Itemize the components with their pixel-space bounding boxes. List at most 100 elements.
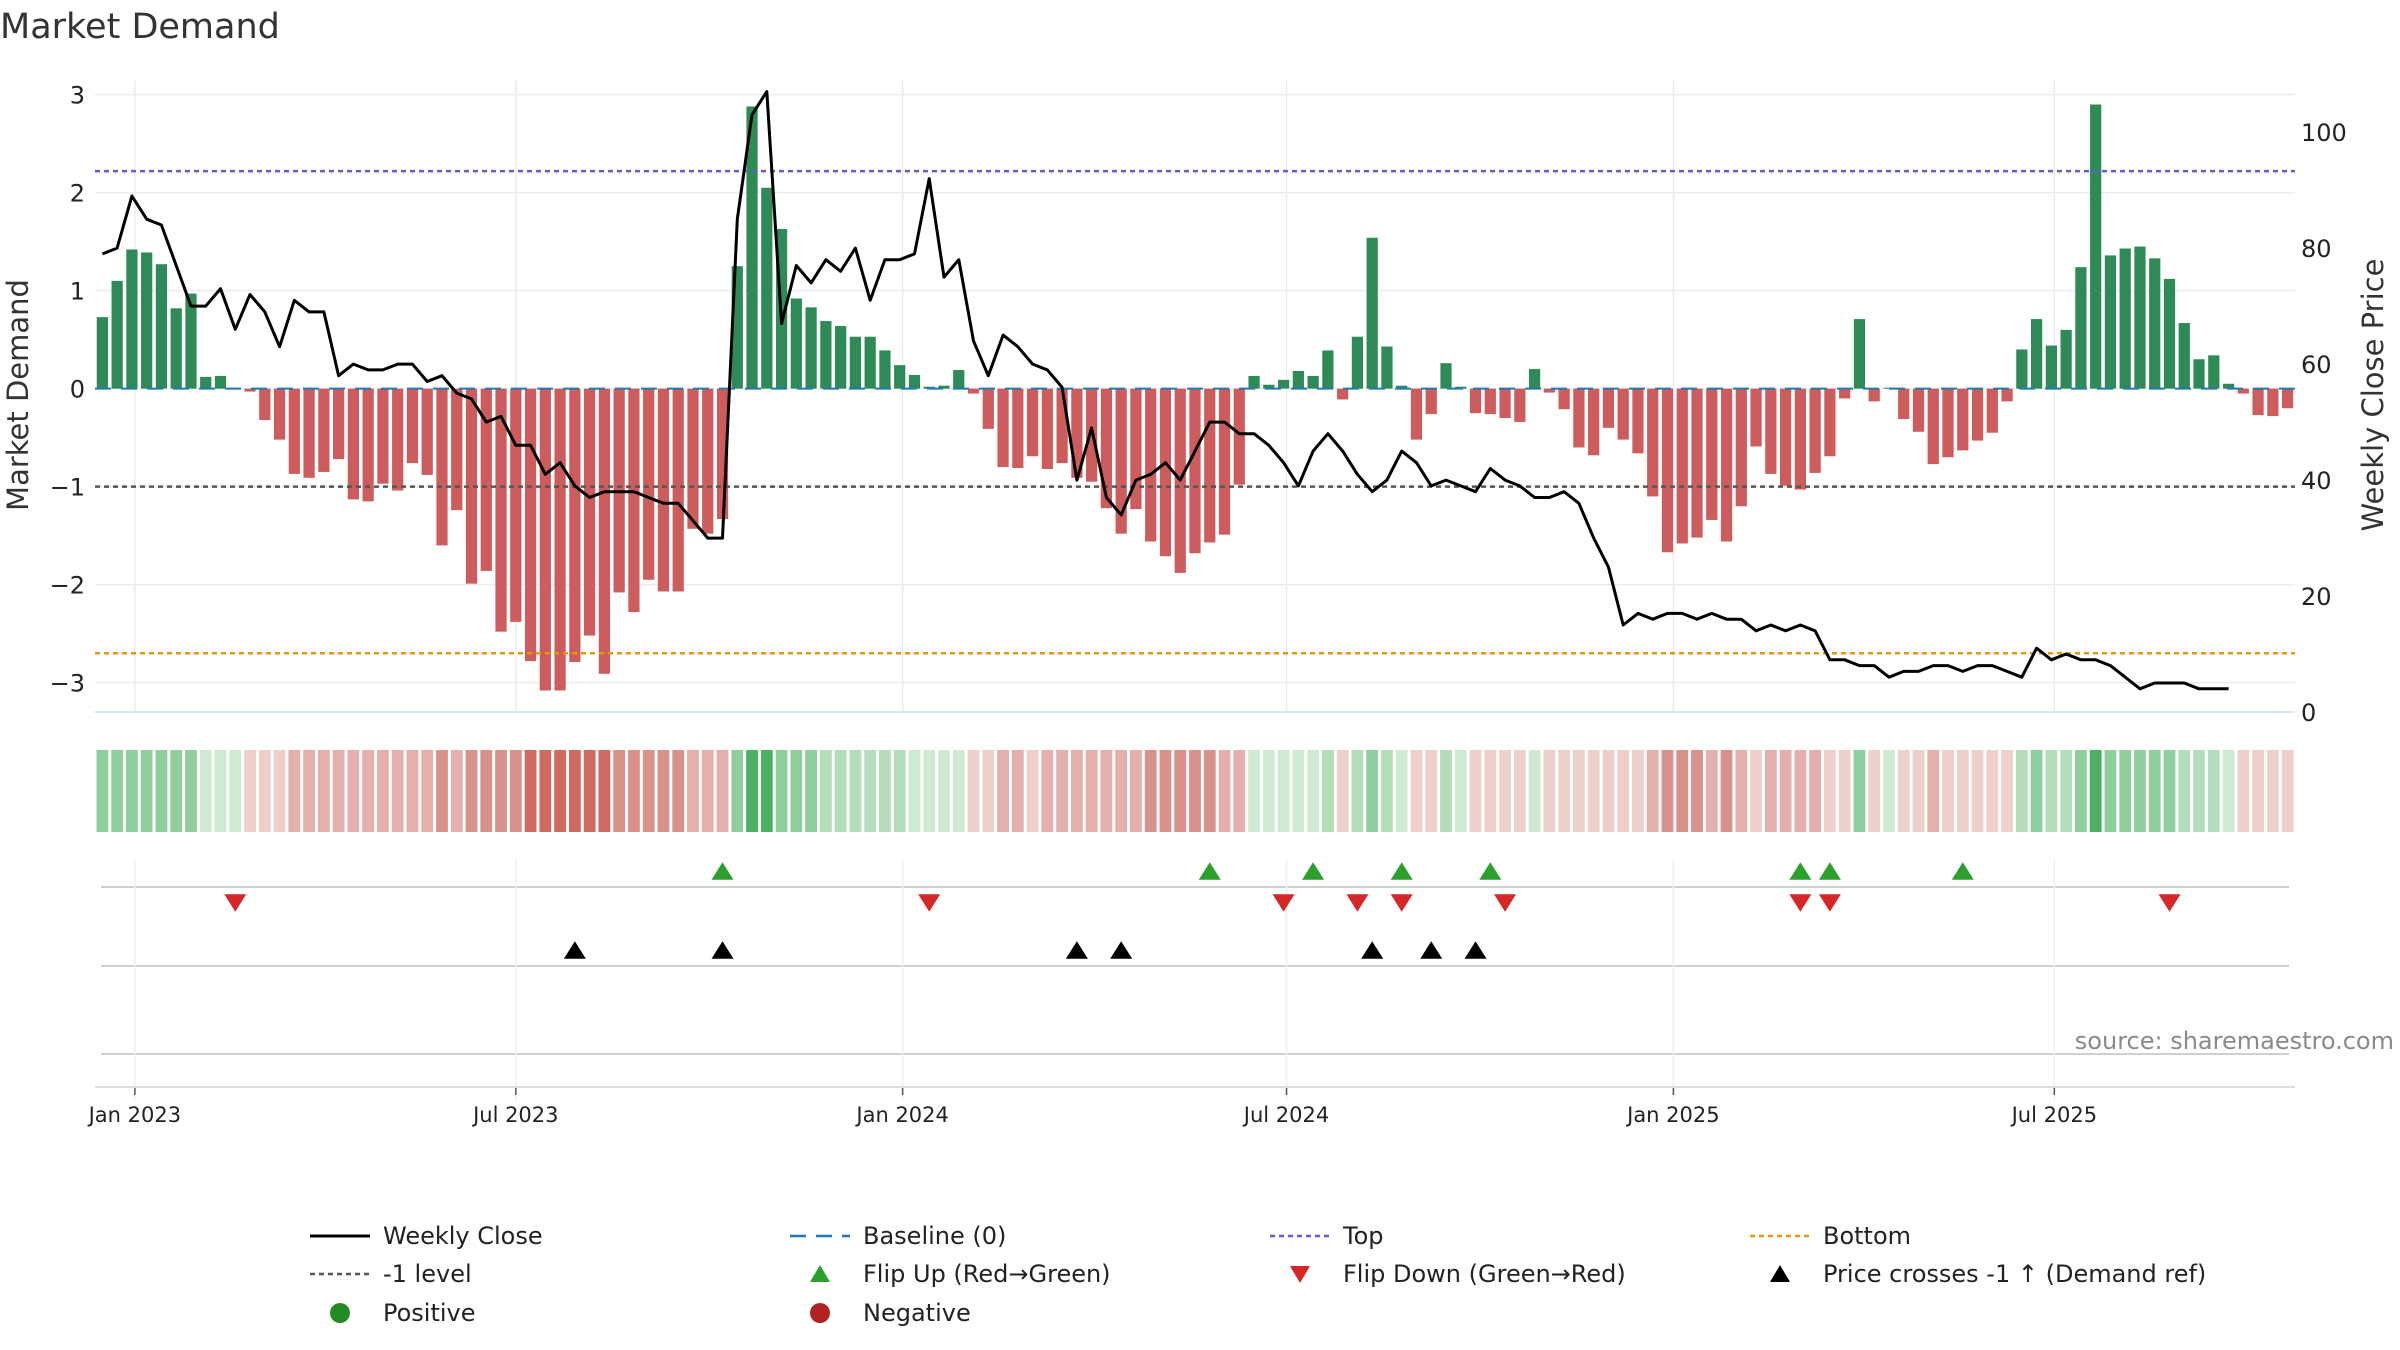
heat-cell bbox=[893, 750, 906, 832]
flip-down-marker bbox=[2158, 894, 2181, 912]
demand-bar bbox=[1115, 388, 1127, 534]
heat-cell bbox=[672, 750, 685, 832]
heat-cell bbox=[2104, 750, 2117, 832]
y-axis-ticks: 3 2 1 0 −1 −2 −3 100 80 60 40 20 0 bbox=[50, 82, 2347, 727]
demand-bar bbox=[1056, 388, 1068, 464]
demand-bar bbox=[1912, 388, 1925, 432]
heat-cell bbox=[1321, 750, 1334, 832]
demand-bar bbox=[835, 325, 847, 389]
demand-bar bbox=[1942, 388, 1954, 458]
heat-cell bbox=[1587, 750, 1600, 832]
demand-bar bbox=[1927, 388, 1939, 465]
heat-cell bbox=[1617, 750, 1630, 832]
legend-label: Baseline (0) bbox=[863, 1222, 1006, 1250]
heat-cell bbox=[1602, 750, 1615, 832]
demand-bar bbox=[200, 376, 212, 389]
heat-cell bbox=[834, 750, 847, 832]
demand-bar bbox=[1720, 388, 1733, 542]
heat-cell bbox=[1528, 750, 1541, 832]
price-cross-marker bbox=[1464, 941, 1487, 959]
heat-cell bbox=[1307, 750, 1320, 832]
demand-bar bbox=[2208, 355, 2220, 389]
x-tick-label: Jan 2023 bbox=[87, 1103, 182, 1127]
heat-cell bbox=[568, 750, 581, 832]
heat-cell bbox=[140, 750, 153, 832]
y2-tick-label: 100 bbox=[2301, 119, 2347, 147]
heat-cell bbox=[2148, 750, 2161, 832]
price-line bbox=[101, 90, 2229, 691]
demand-bar bbox=[1661, 388, 1674, 553]
heat-cell bbox=[1750, 750, 1762, 832]
heat-cell bbox=[436, 750, 448, 832]
demand-bar bbox=[2075, 267, 2087, 389]
heat-cell bbox=[790, 750, 803, 832]
heat-cell bbox=[775, 750, 788, 832]
demand-bar bbox=[1573, 388, 1585, 448]
demand-bar bbox=[953, 370, 965, 389]
heat-cell bbox=[1735, 750, 1748, 832]
heat-cell bbox=[2075, 750, 2087, 832]
demand-bar bbox=[1351, 336, 1364, 389]
heat-cell bbox=[2207, 750, 2220, 832]
heat-cell bbox=[362, 750, 375, 832]
demand-bar bbox=[1041, 388, 1053, 469]
demand-bar bbox=[1794, 388, 1806, 490]
demand-bar bbox=[1883, 387, 1895, 389]
demand-bar bbox=[1469, 388, 1482, 414]
heat-cell bbox=[1971, 750, 1984, 832]
heat-cell bbox=[1705, 750, 1718, 832]
demand-bar bbox=[1543, 388, 1555, 393]
demand-bar bbox=[1514, 388, 1526, 422]
heat-cell bbox=[229, 750, 242, 832]
y2-tick-label: 80 bbox=[2301, 235, 2332, 263]
y2-tick-label: 60 bbox=[2301, 351, 2332, 379]
demand-bar bbox=[628, 388, 640, 613]
legend-label: Top bbox=[1342, 1222, 1384, 1250]
heat-cell bbox=[1070, 750, 1083, 832]
y2-axis-label: Weekly Close Price bbox=[2356, 259, 2390, 532]
legend-label: Flip Up (Red→Green) bbox=[863, 1260, 1111, 1288]
demand-bar bbox=[2222, 383, 2235, 389]
demand-bar bbox=[2149, 258, 2161, 389]
demand-bar bbox=[879, 350, 891, 389]
y-tick-label: −1 bbox=[50, 474, 85, 502]
demand-bar bbox=[273, 388, 286, 440]
heat-cell bbox=[2030, 750, 2043, 832]
heat-cell bbox=[111, 750, 124, 832]
flip-up-marker bbox=[1479, 862, 1502, 880]
demand-bar bbox=[2119, 248, 2131, 389]
event-markers bbox=[95, 860, 2295, 1100]
heat-cell bbox=[2281, 750, 2294, 832]
price-cross-marker bbox=[1420, 941, 1443, 959]
demand-bar bbox=[288, 388, 300, 474]
heat-cell bbox=[1189, 750, 1201, 832]
demand-bar bbox=[908, 374, 921, 389]
flip-up-marker bbox=[711, 862, 734, 880]
heat-cell bbox=[480, 750, 493, 832]
heat-cell bbox=[421, 750, 434, 832]
heat-cell bbox=[332, 750, 345, 832]
price-cross-marker bbox=[563, 941, 586, 959]
demand-bar bbox=[259, 388, 271, 421]
demand-bar bbox=[510, 388, 522, 622]
demand-bar bbox=[1026, 388, 1039, 457]
demand-bar bbox=[1145, 388, 1157, 542]
heat-cell bbox=[495, 750, 507, 832]
heat-cell bbox=[2045, 750, 2058, 832]
heat-cell bbox=[96, 750, 109, 832]
flip-up-marker bbox=[1390, 862, 1413, 880]
flip-up-marker bbox=[1789, 862, 1812, 880]
heat-cell bbox=[923, 750, 936, 832]
demand-bar bbox=[1691, 388, 1703, 538]
demand-bar bbox=[938, 385, 950, 389]
heat-cell bbox=[1159, 750, 1172, 832]
demand-bar bbox=[1647, 388, 1659, 497]
heat-cell bbox=[819, 750, 832, 832]
heat-cell bbox=[908, 750, 921, 832]
heat-cell bbox=[805, 750, 818, 832]
demand-bar bbox=[111, 280, 123, 389]
demand-bar bbox=[2104, 255, 2117, 389]
demand-bar bbox=[598, 388, 611, 674]
demand-bar bbox=[495, 388, 507, 632]
